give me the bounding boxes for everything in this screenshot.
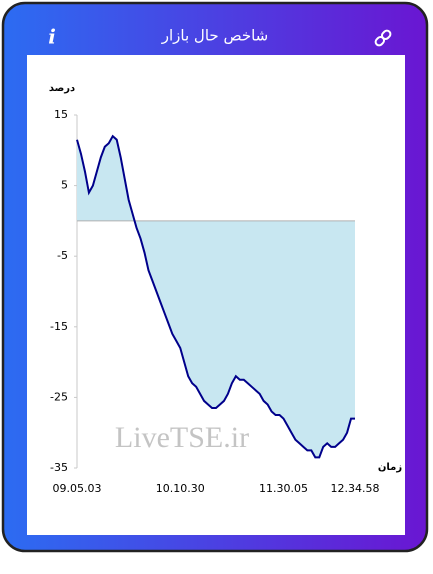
y-tick-label: -15: [50, 320, 68, 333]
area: [77, 136, 355, 458]
watermark: LiveTSE.ir: [115, 421, 249, 454]
y-tick-label: 5: [61, 179, 68, 192]
x-tick-label: 11.30.05: [259, 482, 308, 495]
line: [76, 134, 355, 459]
y-tick-label: -25: [50, 390, 68, 403]
y-tick-label: -5: [57, 249, 68, 262]
x-axis-label: زمان: [378, 462, 402, 473]
x-tick-label: 09.05.03: [53, 482, 102, 495]
link-button[interactable]: [374, 29, 392, 47]
y-axis-label: درصد: [49, 83, 75, 94]
x-tick-label: 10.10.30: [156, 482, 205, 495]
y-tick-label: -35: [50, 461, 68, 474]
info-button[interactable]: i: [48, 25, 56, 49]
y-tick-label: 15: [54, 108, 68, 121]
header-title: شاخص حال بازار: [161, 27, 268, 45]
x-tick-label: 12.34.58: [331, 482, 380, 495]
